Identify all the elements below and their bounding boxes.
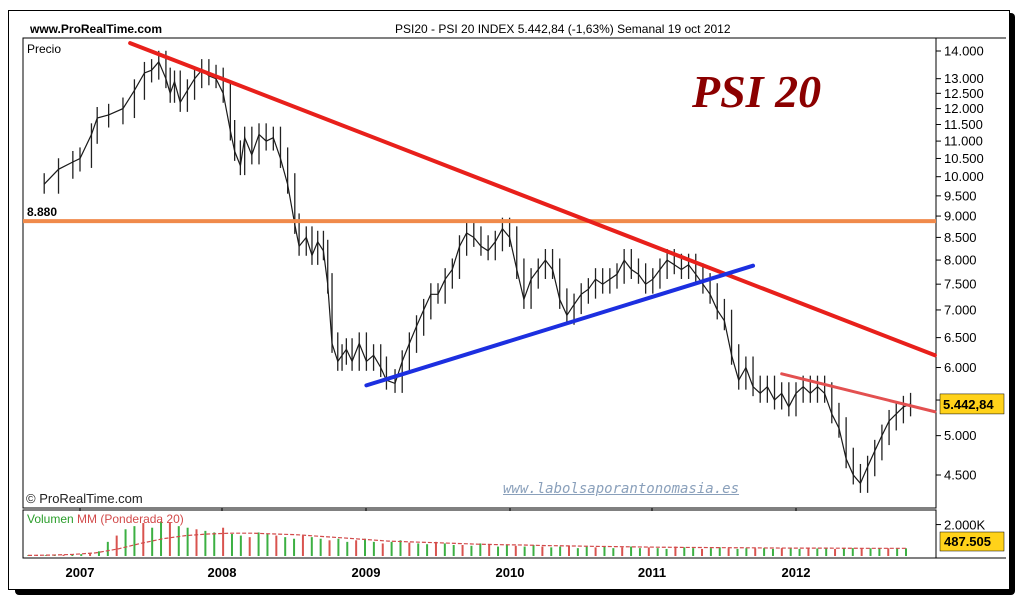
y-tick-label: 13.000	[944, 71, 984, 86]
y-tick-label: 12.500	[944, 86, 984, 101]
uptrend-line	[364, 263, 756, 388]
volume-y-tick-label: 2.000K	[944, 518, 986, 533]
y-tick-label: 11.500	[944, 117, 983, 132]
price-layer	[43, 50, 912, 493]
y-tick-label: 12.000	[944, 101, 984, 116]
y-tick-label: 8.000	[944, 253, 977, 268]
support-level-label: 8.880	[27, 205, 57, 219]
y-tick-label: 5.000	[944, 428, 977, 443]
index-brand-title: PSI 20	[692, 66, 822, 117]
x-tick-label: 2008	[208, 565, 237, 580]
volume-last-label: 487.505	[944, 534, 991, 549]
last-price-label: 5.442,84	[943, 397, 994, 412]
chart-header: PSI20 - PSI 20 INDEX 5.442,84 (-1,63%) S…	[395, 22, 731, 36]
y-tick-label: 10.500	[944, 151, 984, 166]
x-tick-label: 2009	[352, 565, 381, 580]
volume-legend-label: Volumen	[27, 512, 74, 526]
y-tick-label: 9.500	[944, 188, 977, 203]
y-axis: 4.500 5.000 6.000 6.500 7.000 7.500 8.000 8.500…	[936, 44, 1005, 483]
short_downtrend-line	[780, 372, 937, 414]
copyright-label: © ProRealTime.com	[26, 491, 143, 506]
x-axis: 2007 2008 2009 2010 2011 2012	[66, 508, 811, 580]
y-tick-label: 7.000	[944, 302, 977, 317]
y-tick-label: 6.500	[944, 330, 977, 345]
y-tick-label: 9.000	[944, 209, 977, 224]
price-axis-label: Precio	[27, 42, 62, 56]
volume-ma-line	[27, 532, 906, 556]
y-tick-label: 14.000	[944, 44, 984, 59]
y-tick-label: 8.500	[944, 230, 977, 245]
site-title: www.ProRealTime.com	[30, 22, 163, 36]
x-tick-label: 2011	[638, 565, 666, 580]
y-tick-label: 6.000	[944, 360, 977, 375]
x-tick-label: 2012	[782, 565, 811, 580]
x-tick-label: 2007	[66, 565, 95, 580]
y-tick-label: 4.500	[944, 468, 977, 483]
downtrend-line	[128, 41, 937, 358]
y-tick-label: 7.500	[944, 277, 977, 292]
trendline-layer: 8.880	[23, 41, 937, 414]
x-tick-label: 2010	[496, 565, 525, 580]
volume-ma-legend-label: MM (Ponderada 20)	[77, 512, 184, 526]
website-link[interactable]: www.labolsaporantonomasia.es	[503, 481, 740, 497]
y-tick-label: 10.000	[944, 169, 984, 184]
volume-badge	[939, 531, 1005, 552]
last-price-badge	[939, 393, 1005, 415]
price-close-line	[43, 60, 911, 485]
y-tick-label: 11.000	[944, 134, 983, 149]
volume-legend: Volumen MM (Ponderada 20)	[27, 512, 184, 526]
